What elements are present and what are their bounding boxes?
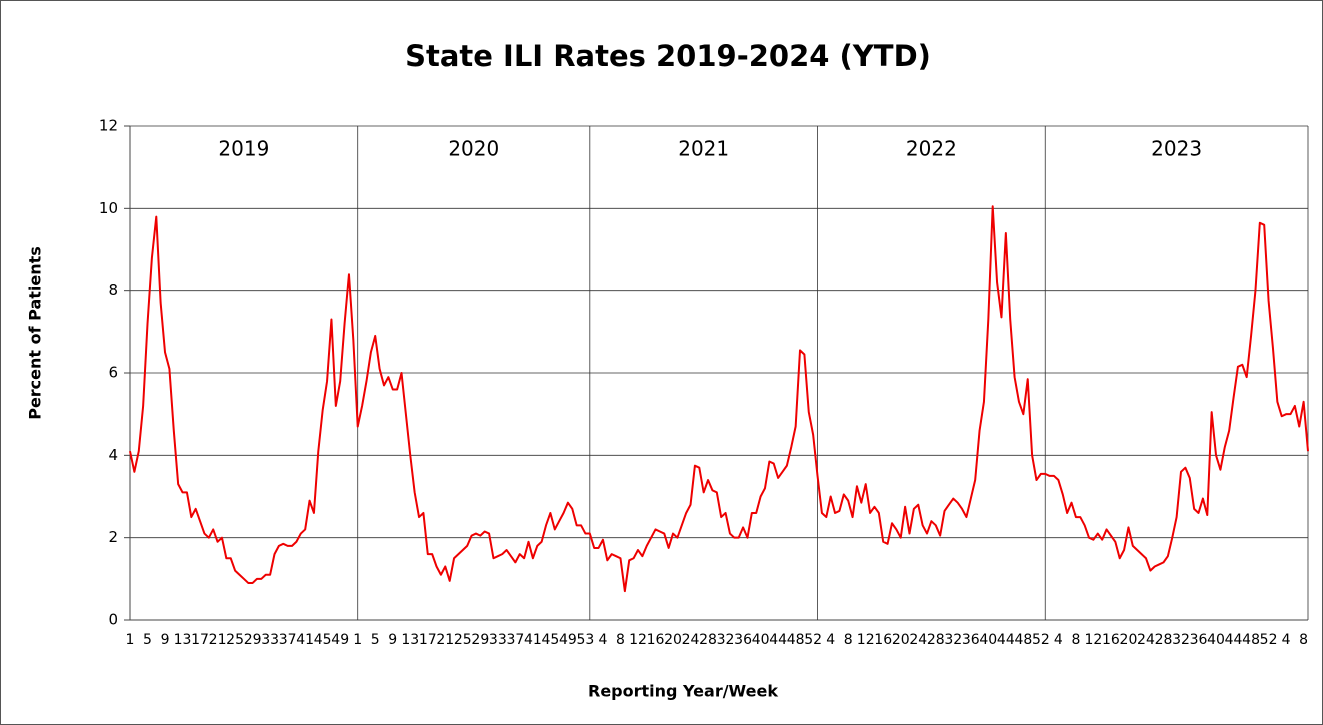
x-tick-label: 29 (471, 632, 489, 648)
x-tick-label: 20 (892, 632, 910, 648)
x-tick-label: 20 (1120, 632, 1138, 648)
x-tick-label: 36 (734, 632, 752, 648)
x-tick-label: 5 (143, 632, 152, 648)
y-tick-label: 12 (99, 117, 118, 135)
x-tick-label: 9 (161, 632, 170, 648)
x-tick-label: 49 (331, 632, 349, 648)
x-tick-label: 52 (1032, 632, 1050, 648)
x-tick-label: 25 (226, 632, 244, 648)
x-tick-label: 13 (401, 632, 419, 648)
x-tick-label: 36 (1190, 632, 1208, 648)
x-tick-label: 32 (1172, 632, 1190, 648)
x-tick-label: 41 (524, 632, 542, 648)
x-tick-label: 29 (244, 632, 262, 648)
x-tick-label: 40 (1207, 632, 1225, 648)
x-tick-label: 33 (489, 632, 507, 648)
y-tick-label: 4 (108, 446, 118, 464)
year-label: 2022 (906, 137, 957, 161)
x-tick-label: 32 (717, 632, 735, 648)
x-tick-label: 13 (174, 632, 192, 648)
chart-title: State ILI Rates 2019-2024 (YTD) (405, 39, 931, 73)
y-axis-label: Percent of Patients (26, 246, 45, 420)
x-tick-label: 37 (279, 632, 297, 648)
x-tick-label: 28 (1155, 632, 1173, 648)
x-tick-label: 28 (927, 632, 945, 648)
year-label: 2023 (1151, 137, 1202, 161)
y-tick-label: 8 (108, 281, 118, 299)
year-label: 2019 (218, 137, 269, 161)
x-tick-label: 24 (909, 632, 927, 648)
x-tick-label: 4 (826, 632, 835, 648)
x-tick-label: 20 (664, 632, 682, 648)
x-tick-label: 52 (1260, 632, 1278, 648)
x-tick-label: 8 (1071, 632, 1080, 648)
x-axis-label: Reporting Year/Week (588, 682, 778, 701)
x-tick-label: 5 (371, 632, 380, 648)
x-tick-label: 44 (1225, 632, 1243, 648)
x-tick-label: 28 (699, 632, 717, 648)
x-tick-label: 44 (769, 632, 787, 648)
x-tick-label: 16 (874, 632, 892, 648)
x-tick-label: 36 (962, 632, 980, 648)
x-tick-label: 48 (1014, 632, 1032, 648)
x-tick-label: 52 (804, 632, 822, 648)
x-tick-label: 16 (647, 632, 665, 648)
x-tick-label: 17 (419, 632, 437, 648)
x-tick-label: 12 (1085, 632, 1103, 648)
x-tick-label: 37 (506, 632, 524, 648)
x-tick-label: 53 (577, 632, 595, 648)
x-tick-label: 32 (944, 632, 962, 648)
x-tick-label: 8 (844, 632, 853, 648)
y-tick-label: 6 (108, 364, 118, 382)
x-tick-label: 41 (296, 632, 314, 648)
x-tick-label: 25 (454, 632, 472, 648)
data-line (129, 205, 1309, 593)
x-tick-label: 40 (752, 632, 770, 648)
x-tick-label: 45 (541, 632, 559, 648)
x-tick-label: 8 (1299, 632, 1308, 648)
x-tick-label: 4 (1282, 632, 1291, 648)
x-tick-label: 4 (598, 632, 607, 648)
x-tick-label: 48 (1242, 632, 1260, 648)
x-tick-label: 48 (787, 632, 805, 648)
y-tick-label: 10 (99, 199, 118, 217)
y-tick-label: 0 (108, 611, 118, 629)
year-label: 2020 (448, 137, 499, 161)
x-tick-label: 9 (388, 632, 397, 648)
x-tick-label: 4 (1054, 632, 1063, 648)
x-tick-label: 49 (559, 632, 577, 648)
x-tick-label: 24 (682, 632, 700, 648)
x-tick-label: 16 (1102, 632, 1120, 648)
x-tick-label: 33 (261, 632, 279, 648)
x-tick-label: 12 (857, 632, 875, 648)
x-tick-label: 1 (126, 632, 135, 648)
x-tick-label: 1 (353, 632, 362, 648)
x-tick-label: 40 (979, 632, 997, 648)
x-tick-label: 21 (436, 632, 454, 648)
x-tick-label: 12 (629, 632, 647, 648)
x-tick-label: 45 (314, 632, 332, 648)
x-tick-label: 24 (1137, 632, 1155, 648)
year-label: 2021 (678, 137, 729, 161)
x-tick-label: 8 (616, 632, 625, 648)
x-tick-label: 21 (209, 632, 227, 648)
y-tick-label: 2 (108, 528, 118, 546)
x-tick-label: 17 (191, 632, 209, 648)
x-tick-label: 44 (997, 632, 1015, 648)
